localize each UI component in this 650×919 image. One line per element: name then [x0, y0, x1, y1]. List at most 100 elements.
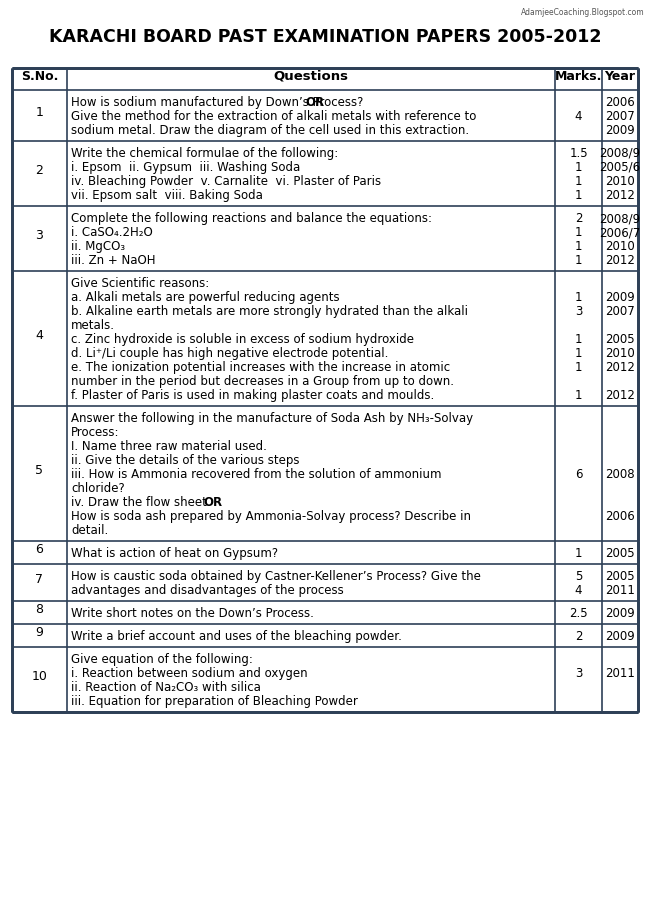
Text: 1.5: 1.5 — [569, 147, 588, 160]
Text: iv. Bleaching Powder  v. Carnalite  vi. Plaster of Paris: iv. Bleaching Powder v. Carnalite vi. Pl… — [71, 175, 381, 188]
Text: iii. How is Ammonia recovered from the solution of ammonium: iii. How is Ammonia recovered from the s… — [71, 468, 441, 481]
Text: e. The ionization potential increases with the increase in atomic: e. The ionization potential increases wi… — [71, 361, 450, 374]
Text: b. Alkaline earth metals are more strongly hydrated than the alkali: b. Alkaline earth metals are more strong… — [71, 305, 468, 318]
Text: c. Zinc hydroxide is soluble in excess of sodium hydroxide: c. Zinc hydroxide is soluble in excess o… — [71, 333, 414, 346]
Text: ii. MgCO₃: ii. MgCO₃ — [71, 240, 125, 253]
Text: 2007: 2007 — [605, 110, 635, 123]
Text: 3: 3 — [575, 305, 582, 318]
Text: OR: OR — [203, 496, 223, 509]
Text: metals.: metals. — [71, 319, 115, 332]
Text: i. Epsom  ii. Gypsum  iii. Washing Soda: i. Epsom ii. Gypsum iii. Washing Soda — [71, 161, 300, 174]
Text: 1: 1 — [575, 333, 582, 346]
Text: 2008/9: 2008/9 — [599, 147, 640, 160]
Text: OR: OR — [306, 96, 325, 109]
Text: chloride?: chloride? — [71, 482, 125, 495]
Text: I. Name three raw material used.: I. Name three raw material used. — [71, 440, 267, 453]
Text: ii. Give the details of the various steps: ii. Give the details of the various step… — [71, 454, 300, 467]
Text: 2: 2 — [575, 212, 582, 225]
Text: 5: 5 — [36, 464, 44, 477]
Text: Give the method for the extraction of alkali metals with reference to: Give the method for the extraction of al… — [71, 110, 476, 123]
Text: iii. Equation for preparation of Bleaching Powder: iii. Equation for preparation of Bleachi… — [71, 695, 358, 708]
Text: 4: 4 — [575, 584, 582, 597]
Text: S.No.: S.No. — [21, 70, 58, 83]
Text: 2011: 2011 — [605, 584, 635, 597]
Text: 1: 1 — [575, 254, 582, 267]
Text: 1: 1 — [575, 240, 582, 253]
Text: 1: 1 — [575, 389, 582, 402]
Text: Process:: Process: — [71, 426, 120, 439]
Text: sodium metal. Draw the diagram of the cell used in this extraction.: sodium metal. Draw the diagram of the ce… — [71, 124, 469, 137]
Text: 2.5: 2.5 — [569, 607, 588, 620]
Text: 4: 4 — [36, 329, 44, 342]
Text: 6: 6 — [575, 468, 582, 481]
Text: 8: 8 — [36, 603, 44, 616]
Text: 5: 5 — [575, 570, 582, 583]
Text: i. Reaction between sodium and oxygen: i. Reaction between sodium and oxygen — [71, 667, 307, 680]
Text: iv. Draw the flow sheet: iv. Draw the flow sheet — [71, 496, 218, 509]
Text: 9: 9 — [36, 626, 44, 639]
Text: 1: 1 — [575, 161, 582, 174]
Text: vii. Epsom salt  viii. Baking Soda: vii. Epsom salt viii. Baking Soda — [71, 189, 263, 202]
Text: advantages and disadvantages of the process: advantages and disadvantages of the proc… — [71, 584, 344, 597]
Text: 1: 1 — [575, 361, 582, 374]
Text: Complete the following reactions and balance the equations:: Complete the following reactions and bal… — [71, 212, 432, 225]
Text: 2007: 2007 — [605, 305, 635, 318]
Text: Write a brief account and uses of the bleaching powder.: Write a brief account and uses of the bl… — [71, 630, 402, 643]
Text: 2012: 2012 — [605, 189, 635, 202]
Text: 2005: 2005 — [605, 333, 635, 346]
Text: 4: 4 — [575, 110, 582, 123]
Text: Questions: Questions — [274, 70, 348, 83]
Text: 2006: 2006 — [605, 96, 635, 109]
Text: 2006: 2006 — [605, 510, 635, 523]
Text: iii. Zn + NaOH: iii. Zn + NaOH — [71, 254, 155, 267]
Text: detail.: detail. — [71, 524, 109, 537]
Text: AdamjeeCoaching.Blogspot.com: AdamjeeCoaching.Blogspot.com — [521, 8, 645, 17]
Text: a. Alkali metals are powerful reducing agents: a. Alkali metals are powerful reducing a… — [71, 291, 339, 304]
Text: How is sodium manufactured by Down’s Process?: How is sodium manufactured by Down’s Pro… — [71, 96, 367, 109]
Text: 2012: 2012 — [605, 389, 635, 402]
Text: 2010: 2010 — [605, 347, 635, 360]
Text: 2: 2 — [575, 630, 582, 643]
Text: 1: 1 — [575, 547, 582, 560]
Text: i. CaSO₄.2H₂O: i. CaSO₄.2H₂O — [71, 226, 153, 239]
Text: 2009: 2009 — [605, 630, 635, 643]
Text: 2005: 2005 — [605, 547, 635, 560]
Text: 1: 1 — [575, 347, 582, 360]
Text: 2008: 2008 — [605, 468, 635, 481]
Text: 2012: 2012 — [605, 361, 635, 374]
Text: 2005/6: 2005/6 — [599, 161, 640, 174]
Text: d. Li⁺/Li couple has high negative electrode potential.: d. Li⁺/Li couple has high negative elect… — [71, 347, 389, 360]
Text: 1: 1 — [575, 189, 582, 202]
Text: 1: 1 — [575, 175, 582, 188]
Text: 2008/9: 2008/9 — [599, 212, 640, 225]
Text: 2010: 2010 — [605, 175, 635, 188]
Text: 2009: 2009 — [605, 124, 635, 137]
Text: 2005: 2005 — [605, 570, 635, 583]
Text: Marks.: Marks. — [555, 70, 602, 83]
Text: 3: 3 — [575, 667, 582, 680]
Text: 7: 7 — [36, 573, 44, 586]
Text: 6: 6 — [36, 543, 44, 556]
Text: 10: 10 — [32, 670, 47, 683]
Text: 1: 1 — [575, 291, 582, 304]
Text: 2010: 2010 — [605, 240, 635, 253]
Text: 2012: 2012 — [605, 254, 635, 267]
Text: 2009: 2009 — [605, 607, 635, 620]
Text: Answer the following in the manufacture of Soda Ash by NH₃-Solvay: Answer the following in the manufacture … — [71, 412, 473, 425]
Text: 2: 2 — [36, 164, 44, 177]
Text: 2006/7: 2006/7 — [599, 226, 641, 239]
Text: 1: 1 — [575, 226, 582, 239]
Text: Give equation of the following:: Give equation of the following: — [71, 653, 253, 666]
Text: 2009: 2009 — [605, 291, 635, 304]
Text: f. Plaster of Paris is used in making plaster coats and moulds.: f. Plaster of Paris is used in making pl… — [71, 389, 434, 402]
Text: ii. Reaction of Na₂CO₃ with silica: ii. Reaction of Na₂CO₃ with silica — [71, 681, 261, 694]
Text: Give Scientific reasons:: Give Scientific reasons: — [71, 277, 209, 290]
Text: KARACHI BOARD PAST EXAMINATION PAPERS 2005-2012: KARACHI BOARD PAST EXAMINATION PAPERS 20… — [49, 28, 601, 46]
Text: 2011: 2011 — [605, 667, 635, 680]
Text: 3: 3 — [36, 229, 44, 242]
Text: Write short notes on the Down’s Process.: Write short notes on the Down’s Process. — [71, 607, 314, 620]
Text: 1: 1 — [36, 106, 44, 119]
Text: How is soda ash prepared by Ammonia-Solvay process? Describe in: How is soda ash prepared by Ammonia-Solv… — [71, 510, 471, 523]
Text: How is caustic soda obtained by Castner-Kellener’s Process? Give the: How is caustic soda obtained by Castner-… — [71, 570, 481, 583]
Text: What is action of heat on Gypsum?: What is action of heat on Gypsum? — [71, 547, 278, 560]
